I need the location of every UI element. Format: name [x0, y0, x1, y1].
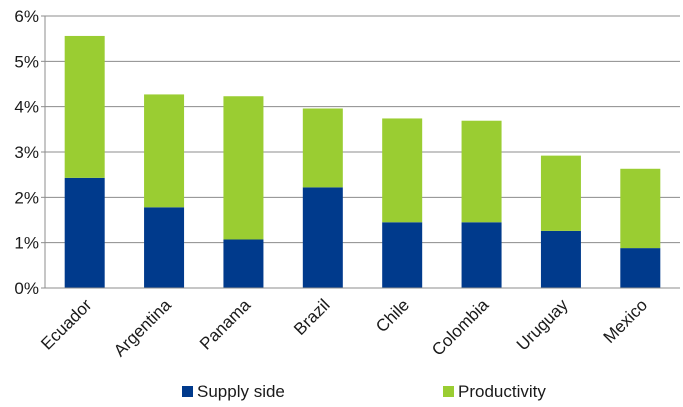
x-tick-label: Colombia	[428, 295, 493, 360]
x-tick-label: Argentina	[110, 295, 175, 360]
bar-supply-side-panama	[223, 239, 264, 288]
y-tick-label: 2%	[14, 188, 39, 207]
x-tick-labels: Ecuador Argentina Panama Brazil Chile Colombi…	[37, 295, 651, 360]
bar-productivity-chile	[382, 118, 423, 223]
x-tick-label: Mexico	[600, 295, 652, 347]
gridlines	[45, 15, 680, 244]
bar-productivity-mexico	[620, 168, 661, 249]
y-tick-label: 5%	[14, 52, 39, 71]
axes	[41, 15, 680, 289]
y-tick-label: 3%	[14, 143, 39, 162]
y-tick-labels: 0% 1% 2% 3% 4% 5% 6%	[14, 7, 39, 298]
y-tick-label: 4%	[14, 98, 39, 117]
legend-swatch-productivity	[443, 386, 454, 397]
bar-supply-side-ecuador	[64, 177, 105, 288]
bar-productivity-argentina	[144, 94, 185, 208]
bar-supply-side-brazil	[302, 187, 343, 288]
bar-productivity-uruguay	[540, 155, 581, 231]
bar-productivity-colombia	[461, 120, 502, 223]
bar-supply-side-chile	[382, 222, 423, 288]
y-tick-label: 1%	[14, 234, 39, 253]
bar-supply-side-argentina	[144, 207, 185, 288]
legend-label: Productivity	[458, 382, 546, 401]
x-tick-label: Uruguay	[513, 295, 572, 354]
legend-swatch-supply-side	[182, 386, 193, 397]
x-tick-label: Brazil	[290, 295, 333, 338]
x-tick-label: Chile	[372, 295, 413, 336]
bar-productivity-panama	[223, 96, 264, 240]
x-tick-label: Ecuador	[37, 295, 95, 353]
x-tick-label: Panama	[196, 295, 255, 354]
bar-productivity-ecuador	[64, 35, 105, 178]
legend: Supply side Productivity	[182, 382, 546, 401]
bar-supply-side-uruguay	[540, 230, 581, 288]
y-tick-label: 0%	[14, 279, 39, 298]
bar-productivity-brazil	[302, 108, 343, 188]
legend-label: Supply side	[197, 382, 285, 401]
y-tick-label: 6%	[14, 7, 39, 26]
bar-supply-side-colombia	[461, 222, 502, 288]
bars	[64, 35, 661, 288]
bar-supply-side-mexico	[620, 248, 661, 288]
